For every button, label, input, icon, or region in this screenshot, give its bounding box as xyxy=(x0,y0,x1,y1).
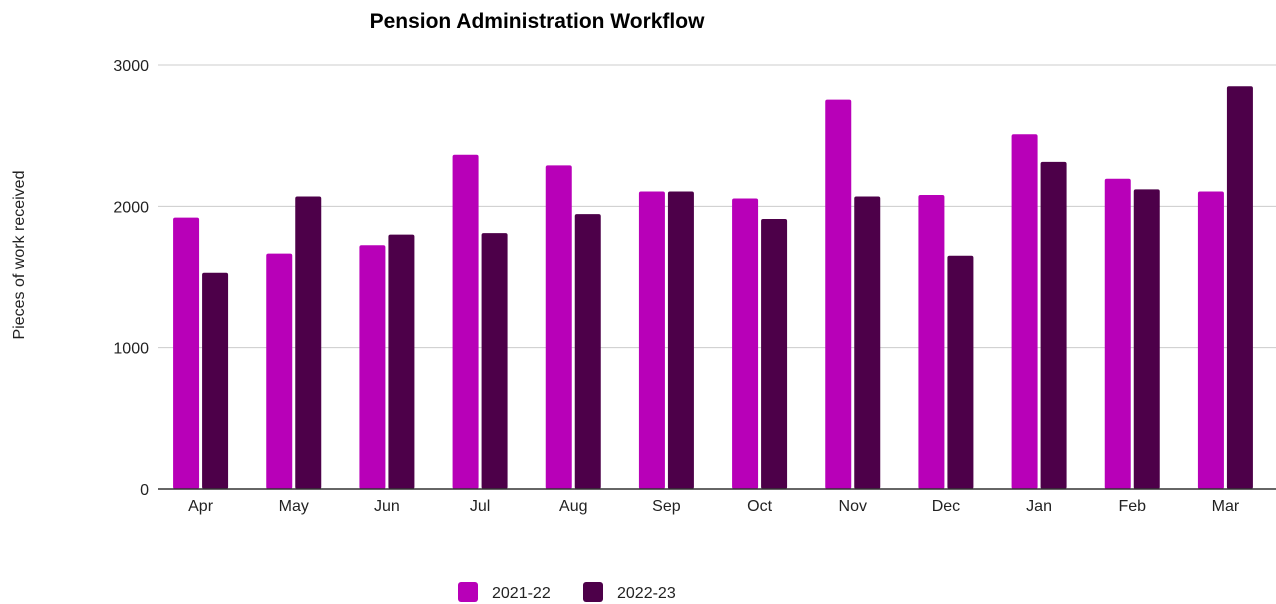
x-tick-label: Sep xyxy=(652,498,681,515)
chart-title: Pension Administration Workflow xyxy=(370,10,706,33)
legend-label: 2022-23 xyxy=(617,585,676,602)
bar-2022-23-Nov xyxy=(854,196,881,489)
bar-2021-22-Jun xyxy=(359,245,386,489)
bar-2022-23-May xyxy=(295,196,322,489)
bar-2022-23-Jul xyxy=(481,233,508,489)
x-tick-label: Mar xyxy=(1212,498,1240,515)
x-tick-label: Jan xyxy=(1026,498,1052,515)
gridlines xyxy=(158,64,1276,349)
bar-2022-23-Aug xyxy=(574,214,601,489)
x-tick-label: Aug xyxy=(559,498,587,515)
bar-2021-22-Jul xyxy=(452,154,479,489)
y-axis-ticks: 0 1000 2000 3000 xyxy=(113,58,149,499)
legend-swatch xyxy=(583,582,603,602)
bar-2022-23-Jan xyxy=(1040,161,1067,489)
legend-label: 2021-22 xyxy=(492,585,551,602)
bar-2021-22-Feb xyxy=(1104,178,1131,490)
legend: 2021-22 2022-23 xyxy=(458,582,676,602)
bar-2022-23-Oct xyxy=(761,219,788,489)
x-axis-ticks: Apr May Jun Jul Aug Sep Oct Nov Dec Jan Feb Mar xyxy=(188,498,1240,515)
bar-2021-22-Mar xyxy=(1197,191,1224,489)
x-tick-label: Jun xyxy=(374,498,400,515)
bar-2022-23-Mar xyxy=(1226,86,1253,489)
y-tick-label: 3000 xyxy=(113,58,149,75)
bar-2022-23-Sep xyxy=(667,191,694,489)
bar-2021-22-Sep xyxy=(638,191,665,489)
bars xyxy=(173,86,1253,490)
bar-2021-22-Aug xyxy=(545,165,572,489)
y-axis-label: Pieces of work received xyxy=(11,171,28,340)
x-tick-label: May xyxy=(279,498,309,515)
bar-2021-22-Oct xyxy=(732,198,759,489)
bar-2021-22-Dec xyxy=(918,195,945,489)
bar-2022-23-Dec xyxy=(947,255,974,489)
bar-2021-22-May xyxy=(266,253,293,489)
y-tick-label: 0 xyxy=(140,482,149,499)
bar-2021-22-Nov xyxy=(825,99,852,490)
y-tick-label: 1000 xyxy=(113,341,149,358)
bar-2022-23-Jun xyxy=(388,234,415,489)
bar-2021-22-Jan xyxy=(1011,134,1038,489)
x-tick-label: Apr xyxy=(188,498,214,515)
y-tick-label: 2000 xyxy=(113,199,149,216)
x-tick-label: Oct xyxy=(747,498,772,515)
bar-2021-22-Apr xyxy=(173,217,200,489)
legend-swatch xyxy=(458,582,478,602)
x-tick-label: Feb xyxy=(1118,498,1146,515)
x-tick-label: Nov xyxy=(839,498,867,515)
x-tick-label: Dec xyxy=(932,498,960,515)
x-tick-label: Jul xyxy=(470,498,490,515)
bar-2022-23-Apr xyxy=(202,272,229,489)
bar-2022-23-Feb xyxy=(1133,189,1160,489)
